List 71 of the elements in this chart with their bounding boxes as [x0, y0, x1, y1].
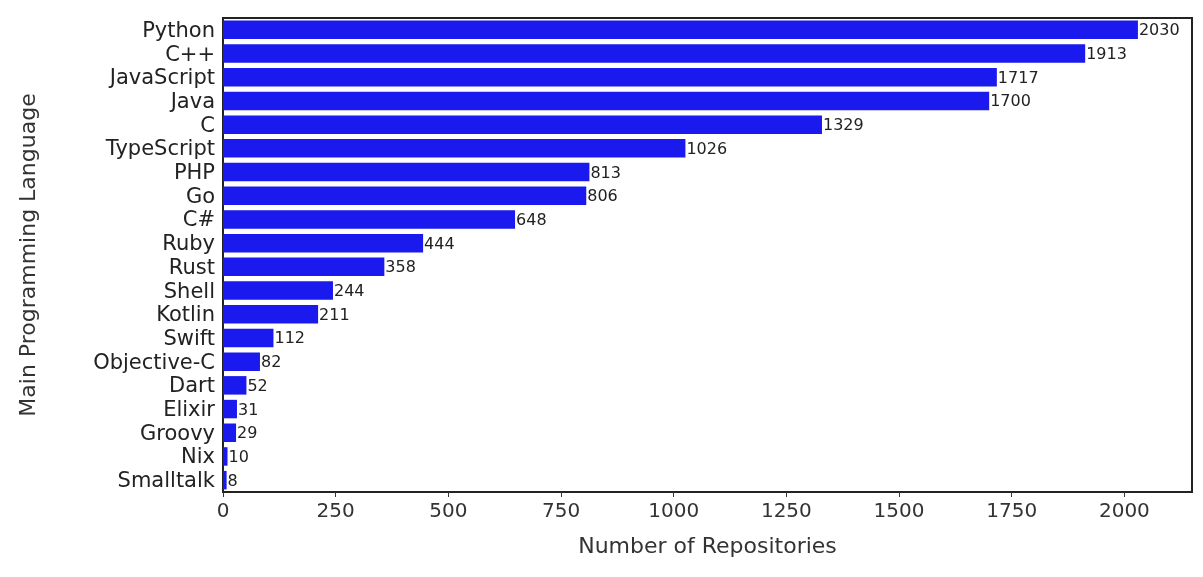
y-tick-label: Smalltalk [117, 468, 216, 493]
x-tick-label: 250 [316, 498, 355, 522]
bar [223, 352, 260, 371]
bar [223, 68, 997, 87]
y-tick-label: Groovy [140, 420, 215, 445]
y-tick-label: PHP [173, 160, 215, 185]
y-tick-label: Ruby [162, 231, 215, 256]
y-tick-label: Go [185, 183, 215, 208]
bar [223, 20, 1138, 40]
y-tick-label: Nix [181, 444, 215, 469]
bar [223, 281, 333, 300]
data-label: 2030 [1138, 20, 1180, 40]
y-tick-label: Elixir [163, 397, 216, 422]
bar [223, 115, 822, 134]
data-label: 244 [333, 281, 365, 301]
data-label: 31 [237, 399, 259, 419]
x-tick-label: 500 [429, 498, 468, 522]
bar [223, 91, 990, 111]
y-tick-label: Rust [168, 254, 215, 279]
y-tick-label: Shell [163, 278, 215, 303]
y-tick-label: Java [168, 88, 215, 113]
bar [223, 470, 227, 490]
data-label: 648 [516, 209, 547, 229]
bar [223, 162, 590, 182]
y-tick-label: TypeScript [104, 136, 215, 161]
y-tick-label: Python [142, 17, 215, 42]
y-tick-label: C# [182, 207, 215, 232]
data-label: 211 [319, 304, 350, 324]
bar [223, 328, 274, 348]
x-tick-label: 1750 [986, 498, 1038, 522]
bar [223, 186, 587, 205]
data-label: 1329 [822, 115, 864, 135]
y-tick-label: C++ [165, 41, 215, 66]
bar [223, 139, 686, 158]
data-label: 1026 [686, 138, 728, 158]
data-label: 82 [260, 352, 282, 372]
data-label: 806 [587, 186, 618, 206]
y-tick-label: Kotlin [156, 302, 215, 327]
data-label: 29 [237, 423, 258, 443]
data-label: 112 [274, 328, 306, 348]
y-tick-label: Objective-C [93, 349, 215, 374]
data-label: 1913 [1086, 44, 1127, 64]
y-tick-label: C [200, 112, 215, 137]
data-label: 1700 [990, 91, 1031, 111]
data-label: 52 [247, 375, 268, 395]
y-tick-label: Swift [163, 325, 215, 350]
y-tick-label: Dart [169, 373, 215, 398]
bar [223, 210, 516, 229]
x-axis-title: Number of Repositories [578, 532, 837, 558]
data-label: 1717 [997, 67, 1039, 87]
y-axis-title: Main Programming Language [14, 93, 40, 417]
bar [223, 423, 237, 442]
bar [223, 399, 237, 419]
y-tick-label: JavaScript [107, 65, 215, 90]
x-tick-label: 750 [541, 498, 581, 522]
data-label: 10 [228, 446, 249, 466]
bar [223, 44, 1086, 63]
bar [223, 305, 319, 324]
data-label: 8 [227, 470, 238, 490]
bar [223, 447, 228, 466]
x-tick-label: 2000 [1098, 498, 1150, 522]
x-tick-label: 0 [216, 498, 230, 522]
bar [223, 376, 247, 395]
x-tick-label: 1500 [873, 498, 925, 522]
data-label: 444 [424, 233, 455, 253]
bar [223, 257, 385, 277]
x-tick-label: 1250 [760, 498, 812, 522]
data-label: 813 [590, 162, 621, 182]
bar [223, 233, 424, 253]
x-tick-label: 1000 [648, 498, 700, 522]
data-label: 358 [385, 257, 416, 277]
